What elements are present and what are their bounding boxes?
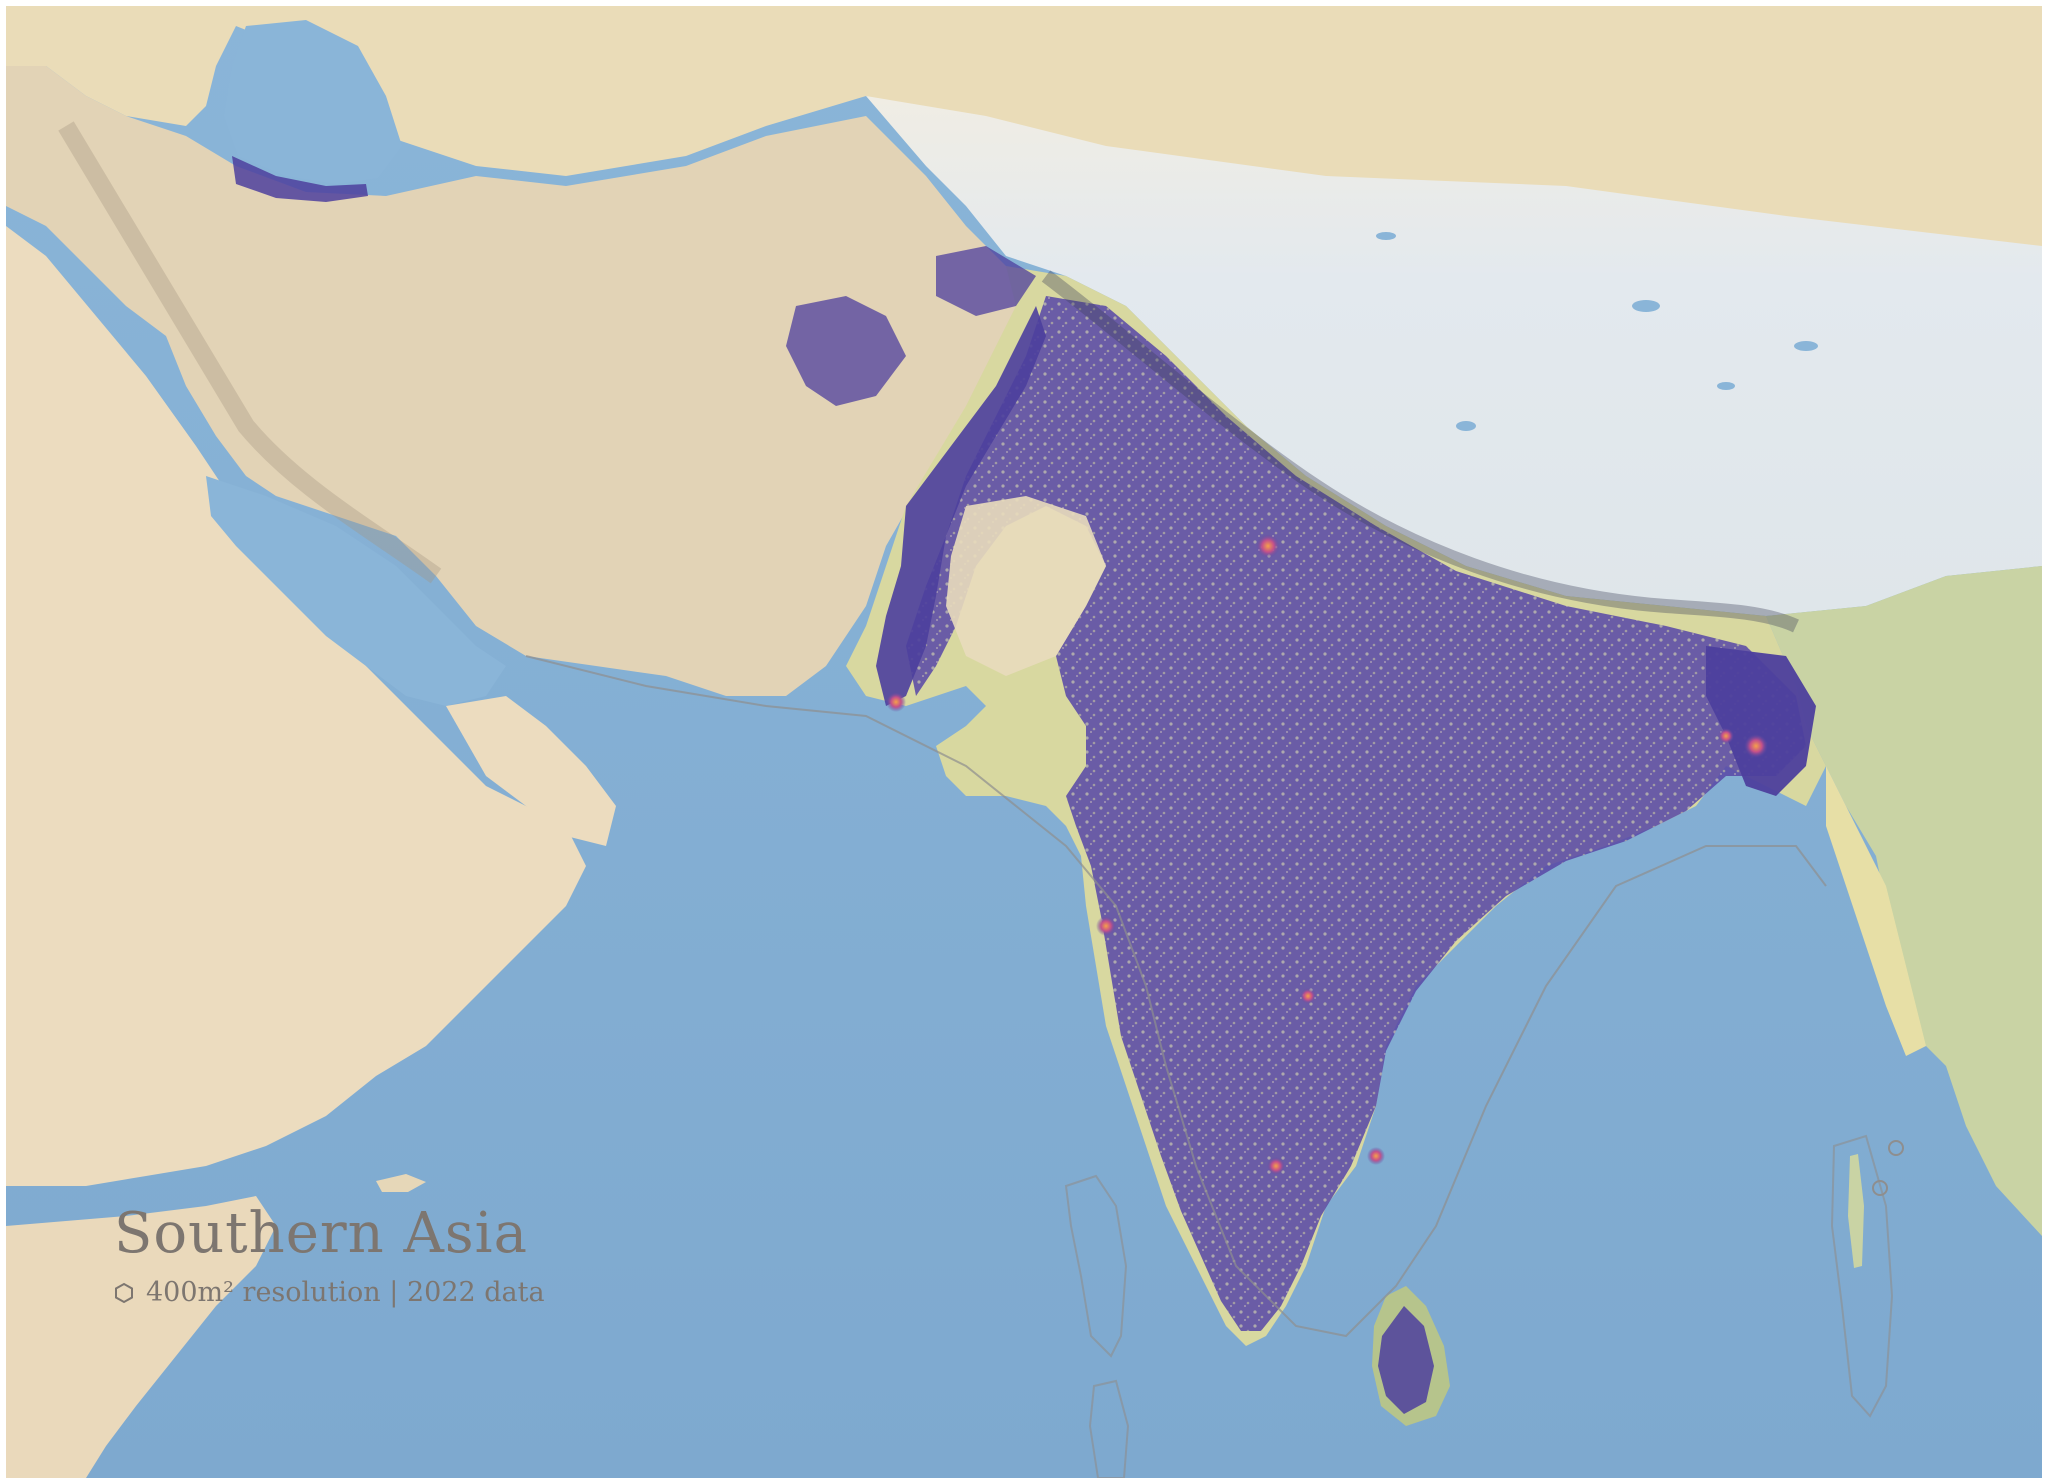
andaman-islands bbox=[1848, 1154, 1864, 1268]
maldives-boundary bbox=[1064, 1174, 1128, 1358]
lake bbox=[1456, 421, 1476, 431]
himalaya-ridge bbox=[1041, 270, 1799, 633]
oman-peninsula bbox=[446, 696, 616, 846]
caspian-sea bbox=[224, 20, 402, 184]
hexagon-icon bbox=[115, 1282, 133, 1304]
city-hotspot bbox=[886, 692, 906, 712]
zagros-ridge bbox=[58, 121, 442, 584]
lake bbox=[1794, 341, 1818, 351]
city-hotspot bbox=[1256, 534, 1280, 558]
lake bbox=[1632, 300, 1660, 312]
horn-of-africa bbox=[6, 1196, 276, 1478]
socotra-island bbox=[376, 1174, 426, 1192]
myanmar-land bbox=[1766, 566, 2042, 1236]
city-hotspot bbox=[1300, 988, 1316, 1004]
map-subtitle-row: 400m² resolution | 2022 data bbox=[114, 1276, 545, 1310]
city-hotspot bbox=[1718, 728, 1734, 744]
map-caption: Southern Asia 400m² resolution | 2022 da… bbox=[114, 1202, 545, 1310]
tibetan-plateau bbox=[866, 96, 2042, 616]
map-frame: Southern Asia 400m² resolution | 2022 da… bbox=[6, 6, 2042, 1478]
myanmar-coast bbox=[1826, 766, 1926, 1056]
maritime-border bbox=[525, 655, 1827, 1338]
persian-gulf bbox=[206, 476, 506, 706]
thar-desert bbox=[946, 496, 1106, 676]
city-hotspot bbox=[1367, 1147, 1385, 1165]
city-hotspot bbox=[1744, 734, 1768, 758]
population-caspian-coast bbox=[232, 156, 368, 202]
gulf-peninsula bbox=[276, 636, 326, 706]
city-hotspot bbox=[1267, 1157, 1285, 1175]
lake bbox=[1717, 382, 1735, 390]
map-subtitle: 400m² resolution | 2022 data bbox=[146, 1277, 545, 1308]
iranian-plateau bbox=[6, 66, 1046, 696]
population-sri-lanka bbox=[1378, 1306, 1434, 1414]
population-speckle-overlay bbox=[906, 296, 1806, 1331]
island-marker bbox=[1872, 1180, 1888, 1196]
maldives-boundary-south bbox=[1088, 1379, 1130, 1478]
population-bangladesh bbox=[1706, 646, 1816, 796]
population-afghanistan bbox=[786, 296, 906, 406]
island-marker bbox=[1888, 1140, 1904, 1156]
population-kabul-belt bbox=[936, 246, 1036, 316]
arabian-peninsula bbox=[6, 226, 586, 1186]
andaman-boundary bbox=[1830, 1134, 1894, 1418]
map-canvas bbox=[6, 6, 2042, 1478]
lake bbox=[1376, 232, 1396, 240]
population-indus bbox=[876, 306, 1046, 706]
city-hotspot bbox=[1096, 916, 1116, 936]
map-title: Southern Asia bbox=[114, 1201, 528, 1266]
